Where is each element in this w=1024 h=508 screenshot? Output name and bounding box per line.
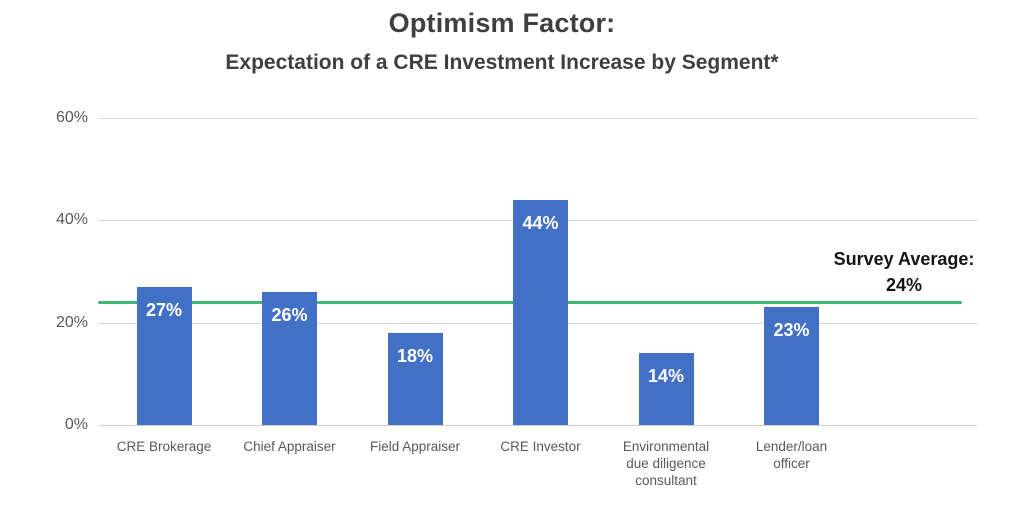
bar-field-appraiser [387,332,443,425]
survey-average-label: Survey Average: [833,249,975,269]
bar-value-label: 44% [522,212,559,233]
bar-cre-brokerage [136,286,192,425]
chart-subtitle: Expectation of a CRE Investment Increase… [225,51,779,74]
x-tick-label: Lender/loan officer [755,439,828,471]
bar-value-label: 14% [647,366,685,387]
y-tick-label: 0% [64,416,88,433]
bar-value-label: 18% [396,345,434,366]
x-axis-line [98,425,977,426]
x-tick-label: Chief Appraiser [243,439,336,454]
bar-cre-investor [513,199,568,425]
x-tick-label: Environmental due diligence consultant [622,439,710,488]
bar-chief-appraiser [262,291,317,425]
x-tick-label: Field Appraiser [369,439,461,454]
y-tick-label: 20% [55,313,88,331]
survey-average-value: 24% [885,275,923,295]
y-tick-label: 60% [55,109,88,126]
x-tick-label: CRE Brokerage [116,439,212,454]
survey-average-annotation: Survey Average: 24% [794,246,1014,298]
x-tick-label: CRE Investor [500,439,581,454]
bar-value-label: 23% [773,320,810,341]
gridline [98,118,977,119]
chart-title: Optimism Factor: [388,8,616,38]
bar-value-label: 26% [271,304,308,325]
y-tick-label: 40% [55,211,88,229]
bar-lender-loan-officer [764,307,819,425]
bar-environmental-due-diligence-consultant [638,353,694,425]
bar-value-label: 27% [145,299,183,320]
